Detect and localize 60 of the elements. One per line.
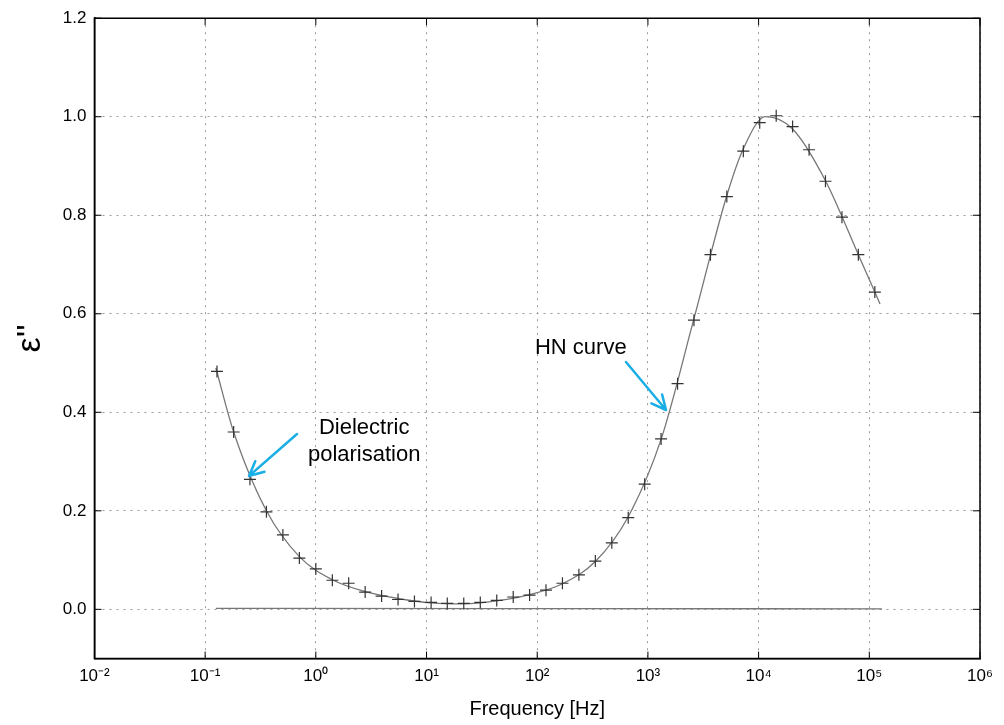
point (210, 364, 224, 379)
point (753, 116, 767, 130)
point (654, 432, 668, 446)
point (670, 377, 685, 391)
x-tick-label: 10⁻² (79, 666, 111, 686)
point (440, 596, 454, 611)
point (638, 477, 652, 491)
point (687, 313, 701, 327)
point (572, 568, 586, 582)
x-tick-label: 10⁶ (967, 666, 993, 686)
point (588, 554, 602, 568)
y-tick-label: 0.4 (62, 401, 87, 421)
point (309, 562, 323, 576)
point (720, 189, 734, 204)
point (555, 576, 570, 590)
point (506, 590, 520, 604)
x-tick-label: 10¹ (414, 666, 440, 686)
point (835, 210, 849, 224)
point (736, 144, 750, 158)
point (375, 589, 389, 603)
point (342, 576, 356, 590)
point (227, 425, 241, 439)
point (703, 248, 718, 262)
y-tick-label: 0.8 (62, 204, 87, 224)
point (522, 588, 537, 602)
x-tick-label: 10⁴ (745, 666, 772, 686)
annotation: Dielectric polarisation (307, 413, 421, 466)
y-tick-label: 0.2 (62, 500, 87, 520)
point (605, 536, 619, 550)
x-tick-label: 10⁵ (856, 666, 883, 686)
point (621, 511, 635, 525)
x-tick-label: 10⁰ (303, 666, 329, 686)
point (358, 585, 372, 599)
y-axis-title: ε'' (8, 324, 47, 353)
point (424, 595, 438, 610)
point (868, 285, 882, 299)
x-tick-label: 10³ (635, 666, 661, 686)
point (391, 592, 405, 607)
x-tick-label: 10² (524, 666, 550, 686)
point (802, 143, 816, 157)
point (259, 505, 274, 519)
point (539, 583, 553, 597)
annotation: HN curve (534, 333, 627, 359)
point (407, 594, 422, 609)
point (473, 595, 487, 610)
point (785, 119, 800, 134)
point (490, 593, 504, 608)
point (851, 248, 865, 262)
point (818, 174, 833, 188)
point (292, 551, 306, 565)
point (276, 528, 290, 542)
point (457, 596, 471, 611)
x-tick-label: 10⁻¹ (189, 666, 221, 686)
y-tick-label: 1.0 (62, 106, 87, 126)
x-axis-title: Frequency [Hz] (469, 696, 606, 719)
y-tick-label: 0.6 (62, 303, 87, 323)
point (325, 573, 339, 587)
y-tick-label: 1.2 (62, 7, 87, 27)
point (769, 109, 783, 123)
y-tick-label: 0.0 (62, 599, 87, 619)
